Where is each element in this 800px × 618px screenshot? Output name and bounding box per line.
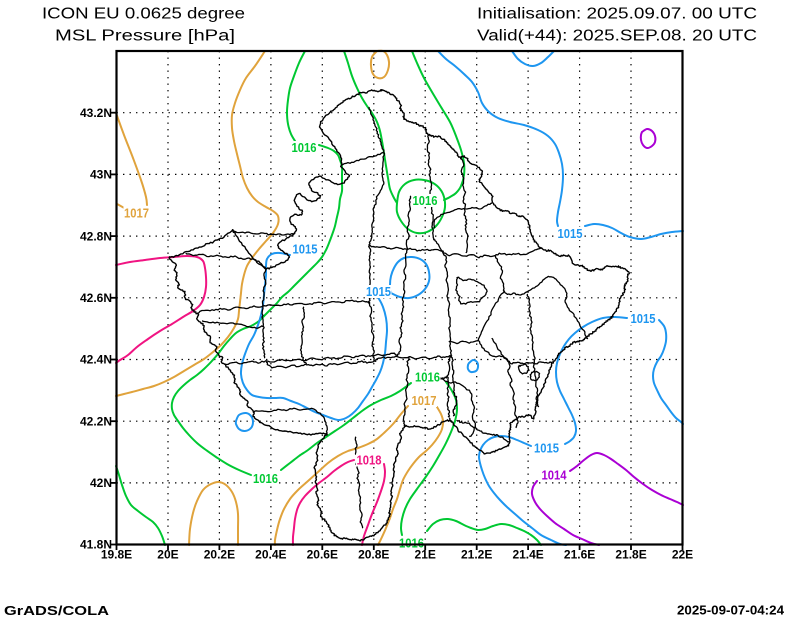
svg-text:1016: 1016 [292, 141, 317, 155]
svg-text:20.4E: 20.4E [255, 548, 286, 562]
svg-text:22E: 22E [672, 548, 693, 562]
svg-text:43.2N: 43.2N [80, 106, 112, 120]
svg-text:Valid(+44): 2025.SEP.08. 20 UT: Valid(+44): 2025.SEP.08. 20 UTC [477, 28, 757, 45]
svg-text:1016: 1016 [415, 371, 440, 385]
svg-text:1017: 1017 [124, 207, 149, 221]
svg-text:20E: 20E [157, 548, 178, 562]
svg-text:42.6N: 42.6N [80, 291, 112, 305]
svg-text:1016: 1016 [253, 472, 278, 486]
svg-text:20.2E: 20.2E [204, 548, 235, 562]
svg-text:ICON EU 0.0625 degree: ICON EU 0.0625 degree [42, 6, 245, 23]
svg-text:20.8E: 20.8E [358, 548, 389, 562]
svg-text:GrADS/COLA: GrADS/COLA [4, 603, 110, 618]
svg-text:21.2E: 21.2E [461, 548, 492, 562]
svg-text:1018: 1018 [357, 454, 382, 468]
svg-text:1015: 1015 [631, 312, 656, 326]
svg-text:42.4N: 42.4N [80, 353, 112, 367]
svg-text:42.8N: 42.8N [80, 229, 112, 243]
svg-text:21E: 21E [415, 548, 436, 562]
svg-text:43N: 43N [90, 168, 112, 182]
svg-text:Initialisation: 2025.09.07. 00: Initialisation: 2025.09.07. 00 UTC [477, 6, 757, 23]
svg-text:1016: 1016 [413, 194, 438, 208]
svg-text:21.6E: 21.6E [564, 548, 595, 562]
svg-text:20.6E: 20.6E [307, 548, 338, 562]
svg-text:19.8E: 19.8E [101, 548, 132, 562]
svg-text:1014: 1014 [542, 469, 567, 483]
svg-text:1015: 1015 [366, 285, 391, 299]
svg-text:1015: 1015 [293, 243, 318, 257]
svg-text:42N: 42N [90, 476, 112, 490]
svg-text:2025-09-07-04:24: 2025-09-07-04:24 [677, 603, 785, 618]
svg-text:21.8E: 21.8E [615, 548, 646, 562]
svg-text:1015: 1015 [534, 442, 559, 456]
svg-text:MSL Pressure [hPa]: MSL Pressure [hPa] [55, 28, 235, 45]
svg-text:1015: 1015 [558, 227, 583, 241]
svg-text:21.4E: 21.4E [512, 548, 543, 562]
svg-text:41.8N: 41.8N [80, 538, 112, 552]
svg-text:1017: 1017 [412, 394, 437, 408]
svg-text:42.2N: 42.2N [80, 414, 112, 428]
